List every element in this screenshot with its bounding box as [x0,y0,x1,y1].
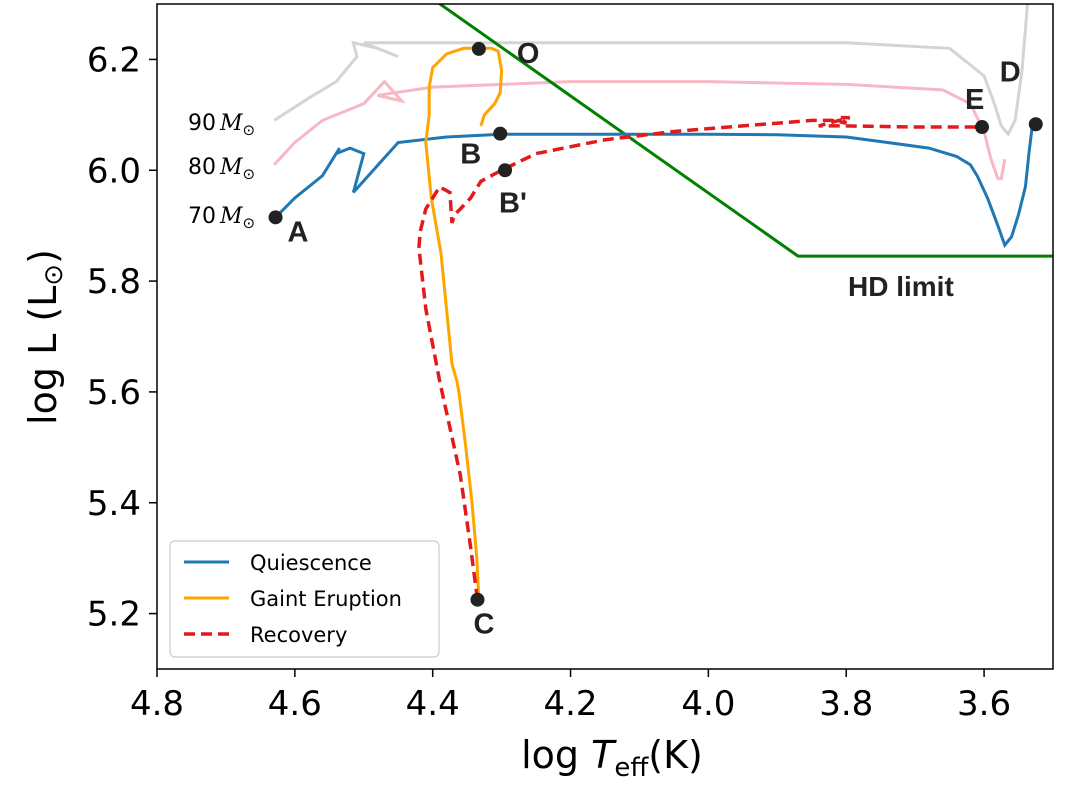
mass-label-70: 70 M⊙ [188,204,255,232]
x-tick-label: 3.8 [819,684,873,724]
giant-eruption-line [424,46,504,600]
legend-label-quiescence: Quiescence [250,551,372,575]
legend-box [169,540,440,658]
y-axis-title: log L (L⊙) [21,249,69,425]
marker-point-b [493,126,508,141]
plot-area [268,4,1053,607]
y-axis: 5.2 5.4 5.6 5.8 6.0 6.2 [87,40,157,635]
marker-label-a: A [288,216,309,248]
marker-point-d [1028,117,1043,132]
y-tick-label: 5.6 [87,373,141,413]
track-80-msun [273,79,1007,181]
y-tick-label: 6.2 [87,40,141,80]
mass-label-80: 80 M⊙ [188,155,255,183]
track-90-msun [273,4,1029,137]
y-tick-label: 5.4 [87,484,141,524]
x-tick-label: 4.0 [681,684,735,724]
marker-point-c [470,592,485,607]
legend: Quiescence Gaint Eruption Recovery [169,540,440,658]
marker-point-e [975,120,990,135]
marker-point-a [268,210,283,225]
x-tick-label: 4.6 [268,684,322,724]
hd-limit-label: HD limit [848,271,954,302]
x-axis: 4.8 4.6 4.4 4.2 4.0 3.8 3.6 [130,669,1011,724]
marker-label-o: O [517,38,540,70]
y-tick-label: 5.8 [87,262,141,302]
x-tick-label: 3.6 [957,684,1011,724]
x-tick-label: 4.4 [406,684,460,724]
marker-label-d: D [1000,56,1021,88]
quiescence-line [274,125,1034,249]
legend-label-recovery: Recovery [250,623,347,647]
recovery-line [417,115,982,600]
x-tick-label: 4.8 [130,684,184,724]
markers [268,41,1043,607]
x-tick-label: 4.2 [543,684,597,724]
marker-point-bprime [498,163,513,178]
hd-limit-line [437,4,1053,258]
marker-point-o [471,41,486,56]
y-tick-label: 5.2 [87,595,141,635]
marker-label-b: B [460,139,481,171]
marker-label-bprime: B' [499,187,527,219]
marker-label-e: E [965,84,984,116]
y-tick-label: 6.0 [87,151,141,191]
marker-label-c: C [473,609,494,641]
legend-label-giant-eruption: Gaint Eruption [250,587,402,611]
mass-label-90: 90 M⊙ [188,111,255,139]
x-axis-title: log Teff(K) [521,733,703,783]
axes-frame [156,3,1054,670]
